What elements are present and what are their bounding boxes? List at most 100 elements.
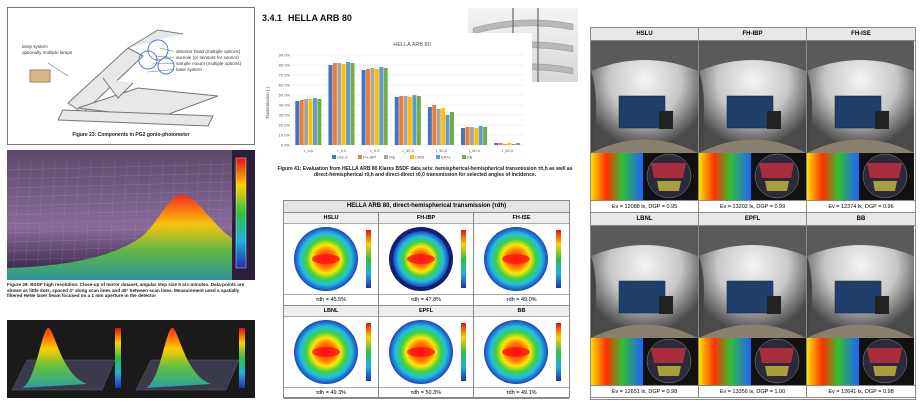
fisheye-render	[591, 226, 698, 338]
figure-26-plot	[7, 150, 255, 280]
wall-left	[699, 71, 704, 153]
chair	[875, 296, 889, 314]
x-tick-label: τ_0,0	[370, 148, 380, 153]
cell-label: BB	[474, 306, 569, 317]
leader	[155, 55, 175, 58]
wall-left	[699, 256, 704, 338]
bar	[516, 143, 521, 145]
falsecolor-source	[765, 366, 789, 376]
bar	[308, 99, 313, 145]
y-tick-label: 90.0%	[279, 53, 291, 58]
floor	[591, 324, 698, 338]
fisheye-render	[699, 41, 806, 153]
y-tick-label: 50.0%	[279, 93, 291, 98]
falsecolor-left	[807, 338, 859, 385]
colorbar	[556, 230, 561, 288]
bar	[469, 127, 474, 145]
bar	[350, 63, 355, 145]
bar	[304, 99, 309, 145]
legend-label: BB	[467, 155, 473, 160]
wall-left	[591, 71, 596, 153]
chair	[875, 111, 889, 129]
x-tick-label: τ_h,h	[304, 148, 313, 153]
machine-part	[57, 109, 214, 127]
bar	[436, 109, 441, 145]
bar	[412, 95, 417, 145]
mesh-line	[24, 159, 32, 280]
legend-swatch	[436, 155, 440, 159]
legend-swatch	[384, 155, 388, 159]
mesh-line	[7, 181, 233, 189]
y-tick-label: 40.0%	[279, 103, 291, 108]
table-title: HELLA ARB 80, direct-hemispherical trans…	[284, 201, 569, 213]
table-cell: HSLU Ev = 12088 lx, DGP = 0.95	[591, 28, 699, 213]
cell-result: Ev = 12641 lx, DGP = 0.98	[807, 385, 915, 399]
cell-result: Ev = 13356 lx, DGP = 1.00	[699, 385, 806, 399]
bar	[494, 143, 499, 145]
heat-map	[389, 227, 466, 291]
table-cell: FH-IBP τdh = 47.8%	[379, 213, 474, 306]
cell-value: τdh = 49.3%	[284, 387, 378, 399]
table-cell: EPFL Ev = 13356 lx, DGP = 1.00	[699, 213, 807, 398]
chart-title: HELLA ARB 80	[393, 42, 430, 48]
diagram-label: aureole (or sensors for sensor)	[176, 55, 239, 60]
mesh-line	[12, 159, 20, 280]
bar	[474, 128, 479, 145]
colorbar	[236, 158, 246, 268]
mesh-line	[7, 190, 233, 198]
cell-label: EPFL	[379, 306, 473, 317]
bar	[361, 70, 366, 145]
machine-part	[102, 77, 134, 99]
ceiling	[699, 41, 806, 71]
cell-label: HSLU	[591, 28, 698, 41]
bar	[374, 69, 379, 145]
falsecolor-left	[699, 338, 751, 385]
table-cell: FH-ISE Ev = 12374 lx, DGP = 0.96	[807, 28, 915, 213]
fisheye-render	[807, 226, 914, 338]
bar	[394, 97, 399, 145]
section-heading: 3.4.1 HELLA ARB 80	[262, 13, 462, 27]
legend-swatch	[358, 155, 362, 159]
heat-core	[502, 347, 530, 357]
ceiling	[807, 226, 914, 256]
figure-26-caption-box: Figure 26: BSDF high resolution. Close-u…	[7, 282, 255, 316]
legend-label: EPFL	[441, 155, 452, 160]
section-title: HELLA ARB 80	[288, 13, 352, 23]
falsecolor-left	[591, 338, 643, 385]
colorbar	[239, 328, 245, 388]
bar	[483, 127, 488, 145]
falsecolor-render	[591, 153, 698, 200]
bsdf-peak	[146, 327, 211, 388]
detector-sphere	[157, 57, 175, 75]
colorbar	[461, 230, 466, 288]
bar	[346, 62, 351, 145]
bar-chart: HELLA ARB 80 Transmission [-] 0.0% 10.0% 20.…	[262, 33, 532, 163]
cell-result: Ev = 12374 lx, DGP = 0.96	[807, 200, 915, 214]
desk	[834, 95, 882, 129]
bar	[399, 96, 404, 145]
legend-swatch	[410, 155, 414, 159]
falsecolor-left	[591, 153, 643, 200]
falsecolor-render	[807, 338, 914, 385]
bar	[461, 128, 466, 145]
legend-label: ISE	[389, 155, 396, 160]
diagram-label: sample mount (multiple options)	[176, 61, 242, 66]
cell-label: LBNL	[284, 306, 378, 317]
falsecolor-render	[591, 338, 698, 385]
diagram-label: base system	[176, 67, 202, 72]
colorbar	[556, 323, 561, 381]
cell-result: Ev = 12088 lx, DGP = 0.95	[591, 200, 698, 214]
bar	[503, 144, 507, 145]
figure-41-caption-box: Figure 41: Evaluation from HELLA ARB 80 …	[275, 166, 575, 187]
colorbar	[115, 328, 121, 388]
falsecolor-glare	[867, 163, 902, 178]
heat-map	[484, 320, 561, 384]
legend-swatch	[462, 155, 466, 159]
cell-result: Ev = 12651 lx, DGP = 0.98	[591, 385, 698, 399]
heat-core	[407, 254, 435, 264]
bar	[317, 99, 322, 145]
ceiling	[591, 226, 698, 256]
fisheye-render	[591, 41, 698, 153]
bar	[383, 68, 388, 145]
y-tick-label: 60.0%	[279, 83, 291, 88]
